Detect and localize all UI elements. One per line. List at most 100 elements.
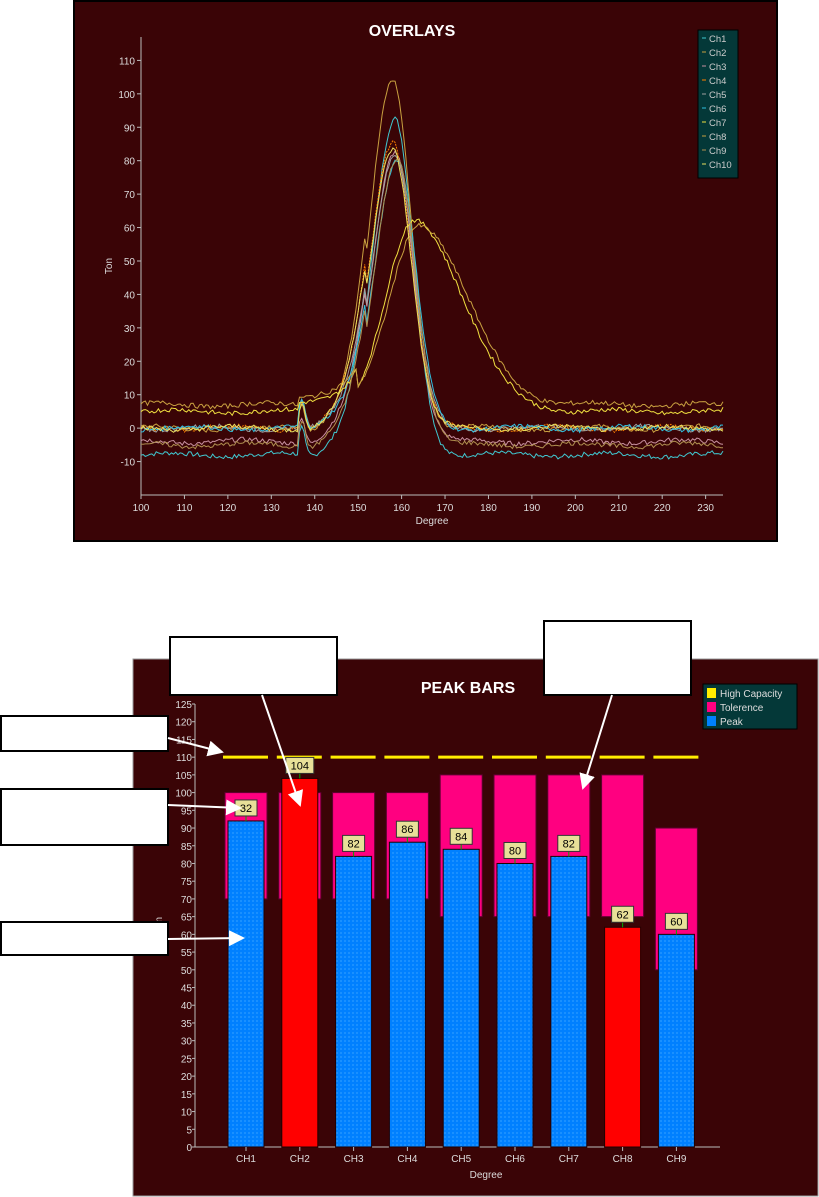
y-tick-label: 10 (124, 391, 136, 402)
x-tick-label: CH7 (559, 1154, 579, 1165)
y-tick-label: 25 (181, 1054, 193, 1065)
legend-swatch (707, 716, 716, 726)
y-tick-label: 0 (186, 1143, 192, 1154)
peak-bar (281, 777, 319, 1148)
peak-bar (604, 926, 642, 1148)
legend-label: Ch3 (709, 62, 726, 73)
data-label-box (342, 834, 366, 852)
y-tick-label: 120 (175, 718, 192, 729)
x-tick-label: 180 (480, 503, 497, 514)
data-label-box (611, 905, 635, 923)
x-tick-label: CH9 (666, 1154, 686, 1165)
legend-label: Ch4 (709, 76, 726, 87)
y-tick-label: 90 (181, 824, 193, 835)
annotation-box (0, 788, 169, 846)
legend: Ch1 Ch2 Ch3 Ch4 Ch5 Ch6 Ch7 Ch8 Ch9 Ch10 (697, 29, 739, 179)
x-tick-label: CH3 (344, 1154, 364, 1165)
legend-label: Peak (720, 717, 744, 728)
x-tick-label: 160 (393, 503, 410, 514)
x-tick-label: CH1 (236, 1154, 256, 1165)
y-tick-label: 85 (181, 842, 193, 853)
y-tick-label: 55 (181, 948, 193, 959)
legend-background (697, 29, 739, 179)
x-tick-label: 220 (654, 503, 671, 514)
y-tick-label: 75 (181, 877, 193, 888)
y-tick-label: 115 (176, 735, 192, 746)
y-tick-label: 0 (129, 424, 135, 435)
y-tick-label: 105 (175, 771, 192, 782)
annotation-box (0, 715, 169, 752)
chart-title: OVERLAYS (369, 23, 456, 40)
chart-title: PEAK BARS (421, 680, 516, 697)
y-tick-label: -10 (121, 458, 136, 469)
y-tick-label: 15 (181, 1090, 193, 1101)
series-line-ch3 (140, 149, 724, 447)
legend-swatch (707, 688, 716, 698)
y-tick-label: 125 (175, 700, 192, 711)
x-axis-label: Degree (416, 516, 449, 527)
x-tick-label: 140 (306, 503, 323, 514)
series-line-ch6 (140, 159, 724, 434)
x-tick-label: CH4 (397, 1154, 417, 1165)
x-tick-label: CH2 (290, 1154, 310, 1165)
y-axis-label: Ton (104, 258, 115, 274)
y-tick-label: 110 (176, 753, 192, 764)
y-tick-label: 95 (181, 806, 193, 817)
data-label: 86 (401, 824, 413, 836)
annotation-box (169, 636, 338, 696)
peak-bar (388, 841, 426, 1148)
series-line-ch9 (140, 157, 724, 450)
legend-label: Ch2 (709, 48, 726, 59)
x-tick-label: CH5 (451, 1154, 471, 1165)
legend-label: Tolerence (720, 703, 764, 714)
series-line-ch7 (140, 218, 724, 417)
x-tick-label: 120 (220, 503, 237, 514)
data-label: 82 (347, 838, 359, 850)
legend-swatch (707, 702, 716, 712)
peak-bar (335, 855, 373, 1148)
peak-bar (657, 933, 695, 1148)
legend-label: Ch9 (709, 146, 726, 157)
y-tick-label: 60 (181, 930, 193, 941)
y-tick-label: 65 (181, 913, 193, 924)
x-tick-label: 190 (524, 503, 541, 514)
legend-label: Ch7 (709, 118, 726, 129)
x-tick-label: CH8 (613, 1154, 633, 1165)
data-label-box (503, 841, 527, 859)
x-tick-label: 110 (176, 503, 192, 514)
peak-bar (496, 862, 534, 1148)
annotation-box (0, 921, 169, 956)
data-label-box (664, 912, 688, 930)
y-tick-label: 50 (181, 966, 193, 977)
data-label: 82 (563, 838, 575, 850)
y-tick-label: 20 (124, 357, 136, 368)
data-label-box (449, 827, 473, 845)
series-line-ch10 (140, 147, 724, 433)
x-axis-label: Degree (470, 1170, 503, 1181)
y-tick-label: 70 (181, 895, 193, 906)
overlays-chart: OVERLAYS -10 0 10 20 30 40 50 60 70 80 90 100 110 100 1… (73, 0, 778, 542)
x-tick-label: 130 (263, 503, 280, 514)
data-label: 60 (670, 916, 682, 928)
data-label: 104 (291, 760, 309, 772)
y-tick-label: 50 (124, 257, 136, 268)
legend-label: Ch6 (709, 104, 726, 115)
x-tick-label: 170 (437, 503, 454, 514)
x-tick-label: 210 (610, 503, 627, 514)
y-tick-label: 30 (181, 1037, 193, 1048)
x-tick-label: 230 (697, 503, 714, 514)
data-label-box (395, 820, 419, 838)
y-tick-label: 35 (181, 1019, 193, 1030)
legend-label: Ch5 (709, 90, 726, 101)
x-tick-label: 100 (133, 503, 150, 514)
legend-label: Ch8 (709, 132, 726, 143)
x-tick-label: 150 (350, 503, 367, 514)
legend-label: Ch1 (709, 34, 726, 45)
data-label: 32 (240, 803, 252, 815)
tolerance-bar (601, 774, 645, 918)
y-tick-label: 40 (181, 1001, 193, 1012)
data-label: 80 (509, 845, 521, 857)
legend-label: High Capacity (720, 689, 782, 700)
data-label-box (557, 834, 581, 852)
